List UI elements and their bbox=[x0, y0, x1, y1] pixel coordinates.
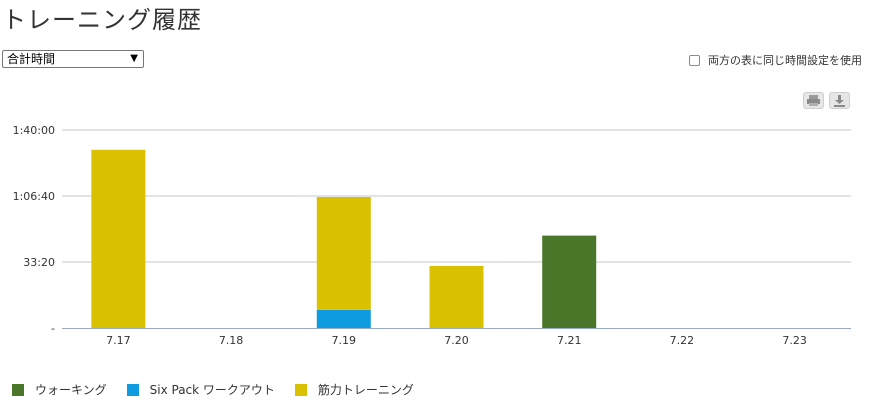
chart-legend: ウォーキング Six Pack ワークアウト 筋力トレーニング bbox=[12, 381, 434, 398]
y-tick-label: 1:06:40 bbox=[13, 190, 55, 203]
legend-swatch bbox=[294, 383, 307, 396]
bar-segment[interactable] bbox=[429, 265, 484, 328]
print-icon bbox=[807, 95, 820, 106]
metric-select[interactable]: 合計時間 ▼ bbox=[2, 50, 144, 68]
training-history-chart: - 33:20 1:06:40 1:40:00 7.17 7.18 7.19 7.20 7.2… bbox=[13, 124, 851, 347]
x-tick-label: 7.23 bbox=[782, 334, 807, 347]
legend-label: Six Pack ワークアウト bbox=[149, 383, 275, 397]
bar-segment[interactable] bbox=[316, 196, 371, 310]
legend-item[interactable]: 筋力トレーニング bbox=[294, 381, 414, 398]
x-tick-label: 7.17 bbox=[106, 334, 131, 347]
bar-segment[interactable] bbox=[542, 235, 597, 328]
page-title: トレーニング履歴 bbox=[2, 6, 202, 34]
x-tick-label: 7.21 bbox=[557, 334, 582, 347]
y-tick-label: 1:40:00 bbox=[13, 124, 55, 137]
y-tick-label: 33:20 bbox=[23, 256, 55, 269]
legend-swatch bbox=[126, 383, 139, 396]
x-tick-label: 7.19 bbox=[332, 334, 357, 347]
print-button[interactable] bbox=[803, 92, 824, 109]
same-time-checkbox[interactable] bbox=[689, 54, 700, 66]
chevron-down-icon: ▼ bbox=[130, 53, 138, 64]
legend-item[interactable]: ウォーキング bbox=[12, 381, 107, 398]
bar-segment[interactable] bbox=[91, 149, 146, 328]
legend-label: 筋力トレーニング bbox=[317, 383, 414, 397]
y-tick-label: - bbox=[51, 322, 55, 335]
x-tick-label: 7.22 bbox=[670, 334, 695, 347]
download-icon bbox=[834, 95, 845, 107]
legend-item[interactable]: Six Pack ワークアウト bbox=[126, 381, 275, 398]
same-time-label: 両方の表に同じ時間設定を使用 bbox=[708, 54, 862, 67]
metric-select-value: 合計時間 bbox=[7, 52, 56, 66]
x-tick-label: 7.20 bbox=[444, 334, 469, 347]
legend-swatch bbox=[12, 383, 24, 396]
download-button[interactable] bbox=[829, 92, 850, 109]
x-tick-label: 7.18 bbox=[219, 334, 244, 347]
same-time-setting[interactable]: 両方の表に同じ時間設定を使用 bbox=[689, 52, 862, 68]
bar-segment[interactable] bbox=[316, 309, 371, 328]
legend-label: ウォーキング bbox=[35, 383, 107, 397]
